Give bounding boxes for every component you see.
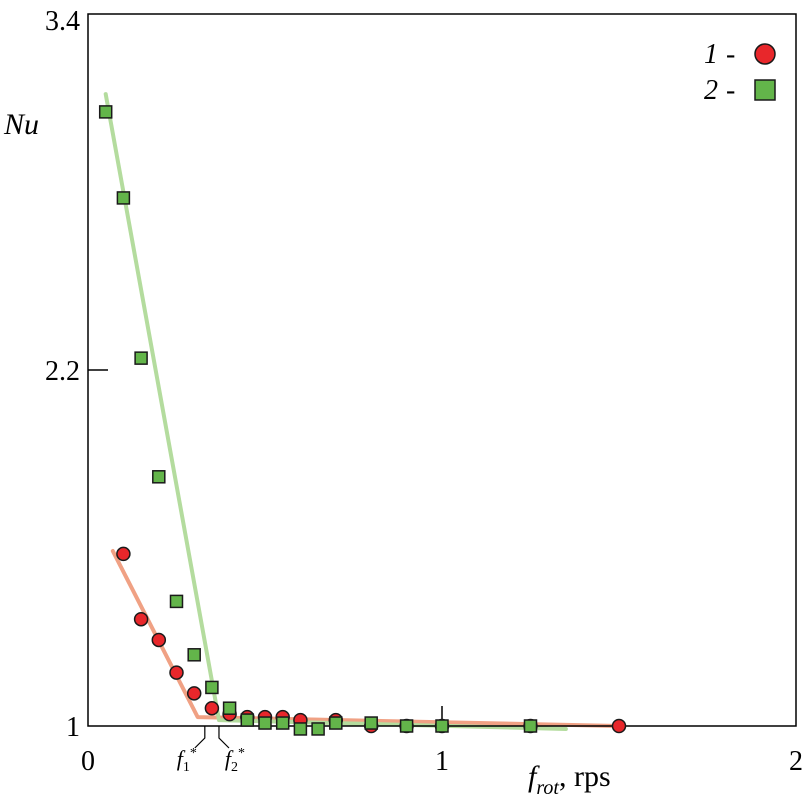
marker-label: f1* <box>177 746 197 775</box>
data-point-series-2 <box>134 351 148 365</box>
data-point-series-1 <box>116 546 131 562</box>
data-point-series-2 <box>240 713 255 727</box>
data-point-series-2 <box>169 594 184 609</box>
legend-label: 1 <box>704 39 718 70</box>
x-axis-title: frot, rps <box>528 760 611 797</box>
data-point-series-2 <box>311 722 325 736</box>
x-axis-title-unit: , rps <box>559 760 611 793</box>
marker-tick <box>194 726 206 749</box>
x-tick-label: 2 <box>789 746 803 777</box>
data-point-series-2 <box>222 701 237 715</box>
legend-label: 2 <box>704 75 718 106</box>
data-point-series-2 <box>435 719 449 733</box>
data-point-series-2 <box>258 716 272 730</box>
data-point-series-1 <box>186 686 202 701</box>
axis-ticks: 12.23.40 1 2 <box>45 6 803 777</box>
fit-line-series-1 <box>110 549 621 728</box>
data-point-series-2 <box>152 470 166 484</box>
data-point-series-2 <box>399 719 414 733</box>
marker-tick <box>218 726 230 749</box>
legend-dash: - <box>726 39 735 70</box>
y-axis-title: Nu <box>3 108 39 141</box>
legend-marker <box>754 79 776 101</box>
data-point-series-1 <box>151 632 167 648</box>
data-point-series-2 <box>364 716 378 730</box>
data-point-series-1 <box>204 700 220 716</box>
plot-frame <box>87 13 797 727</box>
x-axis-title-sub: rot <box>536 777 559 797</box>
marker-label: f2* <box>225 746 245 775</box>
data-point-series-1 <box>169 665 184 680</box>
legend-marker <box>754 43 776 65</box>
marker-label-main: f <box>177 746 186 771</box>
data-point-series-1 <box>611 718 627 734</box>
marker-label-sup: * <box>190 746 197 761</box>
marker-label-sub: 1 <box>183 760 190 775</box>
fit-line-series-2 <box>103 92 568 731</box>
data-point-series-2 <box>275 716 290 730</box>
y-tick-label: 3.4 <box>45 6 80 37</box>
data-point-series-2 <box>116 191 131 205</box>
data-point-series-2 <box>205 680 219 695</box>
y-tick-label: 2.2 <box>45 356 80 387</box>
frequency-markers: f1* f2* <box>177 726 245 775</box>
x-tick-label: 0 <box>81 746 95 777</box>
data-point-series-2 <box>329 716 343 730</box>
data-point-series-2 <box>187 648 201 662</box>
data-point-series-2 <box>523 719 538 733</box>
legend-dash: - <box>726 75 735 106</box>
marker-label-main: f <box>225 746 234 771</box>
legend: 1 -2- <box>704 39 776 106</box>
data-point-series-2 <box>293 722 308 736</box>
data-point-series-1 <box>133 611 149 627</box>
marker-label-sub: 2 <box>231 760 238 775</box>
marker-label-sup: * <box>238 746 245 761</box>
data-point-series-2 <box>98 105 113 119</box>
y-tick-label: 1 <box>66 712 80 743</box>
data-points <box>98 105 627 736</box>
x-tick-label: 1 <box>435 746 449 777</box>
fit-lines <box>103 92 621 731</box>
